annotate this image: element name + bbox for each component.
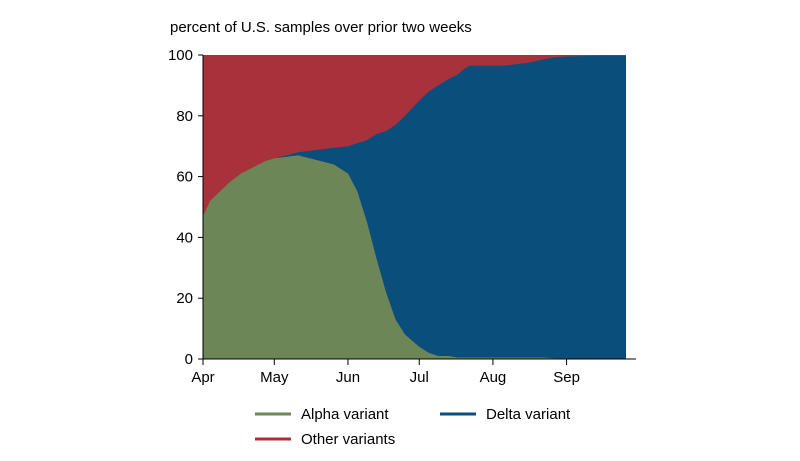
axes: 0 20 40 60 80 100 Apr May Jun Jul Aug Sep: [168, 47, 636, 386]
x-tick-label: May: [260, 369, 289, 386]
legend: Alpha variant Delta variant Other variants: [255, 406, 571, 448]
y-tick-label: 0: [185, 351, 193, 368]
legend-label: Alpha variant: [301, 406, 389, 423]
x-tick-label: Apr: [191, 369, 214, 386]
legend-other-variants: Other variants: [255, 431, 395, 448]
y-tick-label: 40: [176, 229, 193, 246]
x-tick-label: Aug: [480, 369, 507, 386]
legend-label: Other variants: [301, 431, 395, 448]
legend-delta-variant: Delta variant: [440, 406, 571, 423]
y-axis-title: percent of U.S. samples over prior two w…: [170, 19, 472, 36]
x-tick-label: Jun: [336, 369, 360, 386]
y-tick-label: 100: [168, 47, 193, 64]
area-alpha-variant: [203, 155, 626, 359]
legend-alpha-variant: Alpha variant: [255, 406, 389, 423]
y-tick-label: 60: [176, 169, 193, 186]
area-delta-variant: [203, 55, 626, 359]
x-tick-label: Sep: [553, 369, 580, 386]
plot-areas: [203, 55, 626, 359]
legend-label: Delta variant: [486, 406, 571, 423]
x-tick-label: Jul: [410, 369, 429, 386]
y-tick-label: 80: [176, 108, 193, 125]
y-tick-label: 20: [176, 290, 193, 307]
